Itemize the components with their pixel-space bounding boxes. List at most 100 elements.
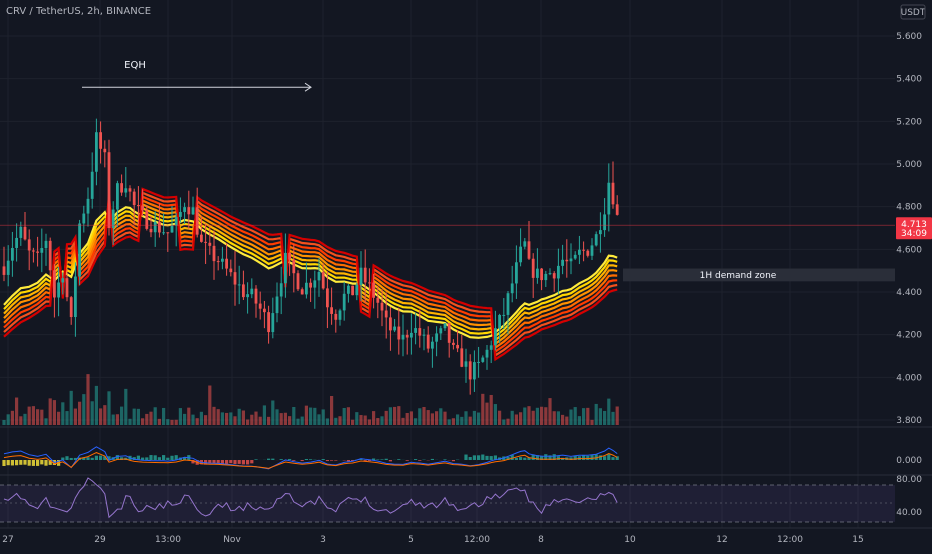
candle-body — [376, 298, 379, 303]
volume-bar — [99, 408, 102, 425]
volume-bar — [120, 407, 123, 425]
candle-body — [7, 261, 10, 275]
candle-body — [330, 307, 333, 314]
candle-body — [381, 303, 384, 311]
macd-histogram-bar — [267, 459, 270, 460]
volume-bar — [616, 406, 619, 425]
volume-bar — [355, 412, 358, 425]
candle-body — [616, 204, 619, 215]
volume-bar — [166, 419, 169, 425]
macd-histogram-bar — [158, 457, 161, 460]
volume-bar — [137, 409, 140, 425]
volume-bar — [603, 411, 606, 425]
volume-bar — [515, 414, 518, 425]
volume-bar — [427, 410, 430, 425]
candle-body — [574, 255, 577, 259]
volume-bar — [338, 416, 341, 425]
volume-bar — [86, 374, 89, 425]
candle-body — [238, 284, 241, 285]
volume-bar — [19, 416, 22, 425]
candle-body — [385, 311, 388, 318]
volume-bar — [582, 408, 585, 425]
volume-bar — [170, 420, 173, 425]
candle-body — [498, 315, 501, 328]
macd-histogram-bar — [280, 459, 283, 460]
candle-body — [431, 342, 434, 349]
macd-histogram-bar — [242, 460, 245, 464]
candle-body — [179, 212, 182, 217]
macd-histogram-bar — [99, 456, 102, 460]
macd-histogram-bar — [380, 459, 383, 460]
volume-bar — [536, 408, 539, 425]
volume-bar — [40, 410, 43, 425]
volume-bar — [506, 419, 509, 425]
rsi-level-label: 80.00 — [896, 475, 922, 485]
candle-body — [3, 266, 6, 275]
candle-body — [515, 262, 518, 283]
macd-histogram-bar — [233, 460, 236, 464]
macd-histogram-bar — [469, 457, 472, 460]
macd-histogram-bar — [23, 460, 26, 465]
candle-body — [536, 269, 539, 278]
candle-body — [528, 241, 531, 258]
volume-bar — [91, 401, 94, 425]
candle-body — [200, 235, 203, 242]
macd-histogram-bar — [162, 455, 165, 460]
macd-histogram-bar — [322, 459, 325, 460]
time-tick-label: 12:00 — [777, 535, 803, 545]
volume-bar — [485, 403, 488, 425]
macd-histogram-bar — [485, 456, 488, 460]
macd-histogram-bar — [44, 460, 47, 466]
time-tick-label: 12:00 — [464, 535, 490, 545]
candle-body — [45, 241, 48, 248]
volume-bar — [74, 409, 77, 425]
macd-histogram-bar — [15, 460, 18, 465]
volume-bar — [233, 416, 236, 425]
macd-histogram-bar — [515, 458, 518, 460]
volume-bar — [317, 414, 320, 425]
macd-histogram-bar — [473, 455, 476, 460]
volume-bar — [250, 415, 253, 425]
candle-body — [532, 259, 535, 278]
candle-body — [183, 207, 186, 212]
volume-bar — [183, 414, 186, 425]
candle-body — [347, 286, 350, 294]
candle-body — [397, 327, 400, 340]
macd-histogram-bar — [271, 459, 274, 460]
candle-body — [540, 269, 543, 280]
candle-body — [49, 241, 52, 270]
candle-body — [108, 152, 111, 228]
volume-bar — [275, 409, 278, 425]
candle-body — [393, 327, 396, 331]
candle-body — [414, 328, 417, 333]
volume-bar — [32, 406, 35, 425]
candle-body — [74, 277, 77, 317]
rsi-level-label: 40.00 — [896, 508, 922, 518]
candle-body — [322, 272, 325, 288]
volume-bar — [61, 402, 64, 425]
volume-bar — [309, 408, 312, 425]
price-tick-label: 4.200 — [896, 331, 922, 341]
macd-histogram-bar — [305, 459, 308, 460]
candle-body — [192, 207, 195, 214]
candle-body — [267, 312, 270, 332]
volume-bar — [544, 407, 547, 425]
time-tick-label: 12 — [716, 535, 727, 545]
volume-bar — [259, 417, 262, 425]
volume-bar — [7, 414, 10, 425]
macd-histogram-bar — [452, 460, 455, 461]
volume-bar — [133, 409, 136, 425]
eqh-label: EQH — [124, 60, 146, 71]
volume-bar — [124, 389, 127, 425]
candle-body — [494, 328, 497, 345]
candle-body — [124, 188, 127, 192]
macd-histogram-bar — [11, 460, 14, 465]
price-tick-label: 4.800 — [896, 203, 922, 213]
candle-body — [255, 289, 258, 304]
candle-body — [234, 272, 237, 284]
candle-body — [217, 261, 220, 262]
candle-body — [99, 132, 102, 149]
volume-bar — [452, 418, 455, 425]
